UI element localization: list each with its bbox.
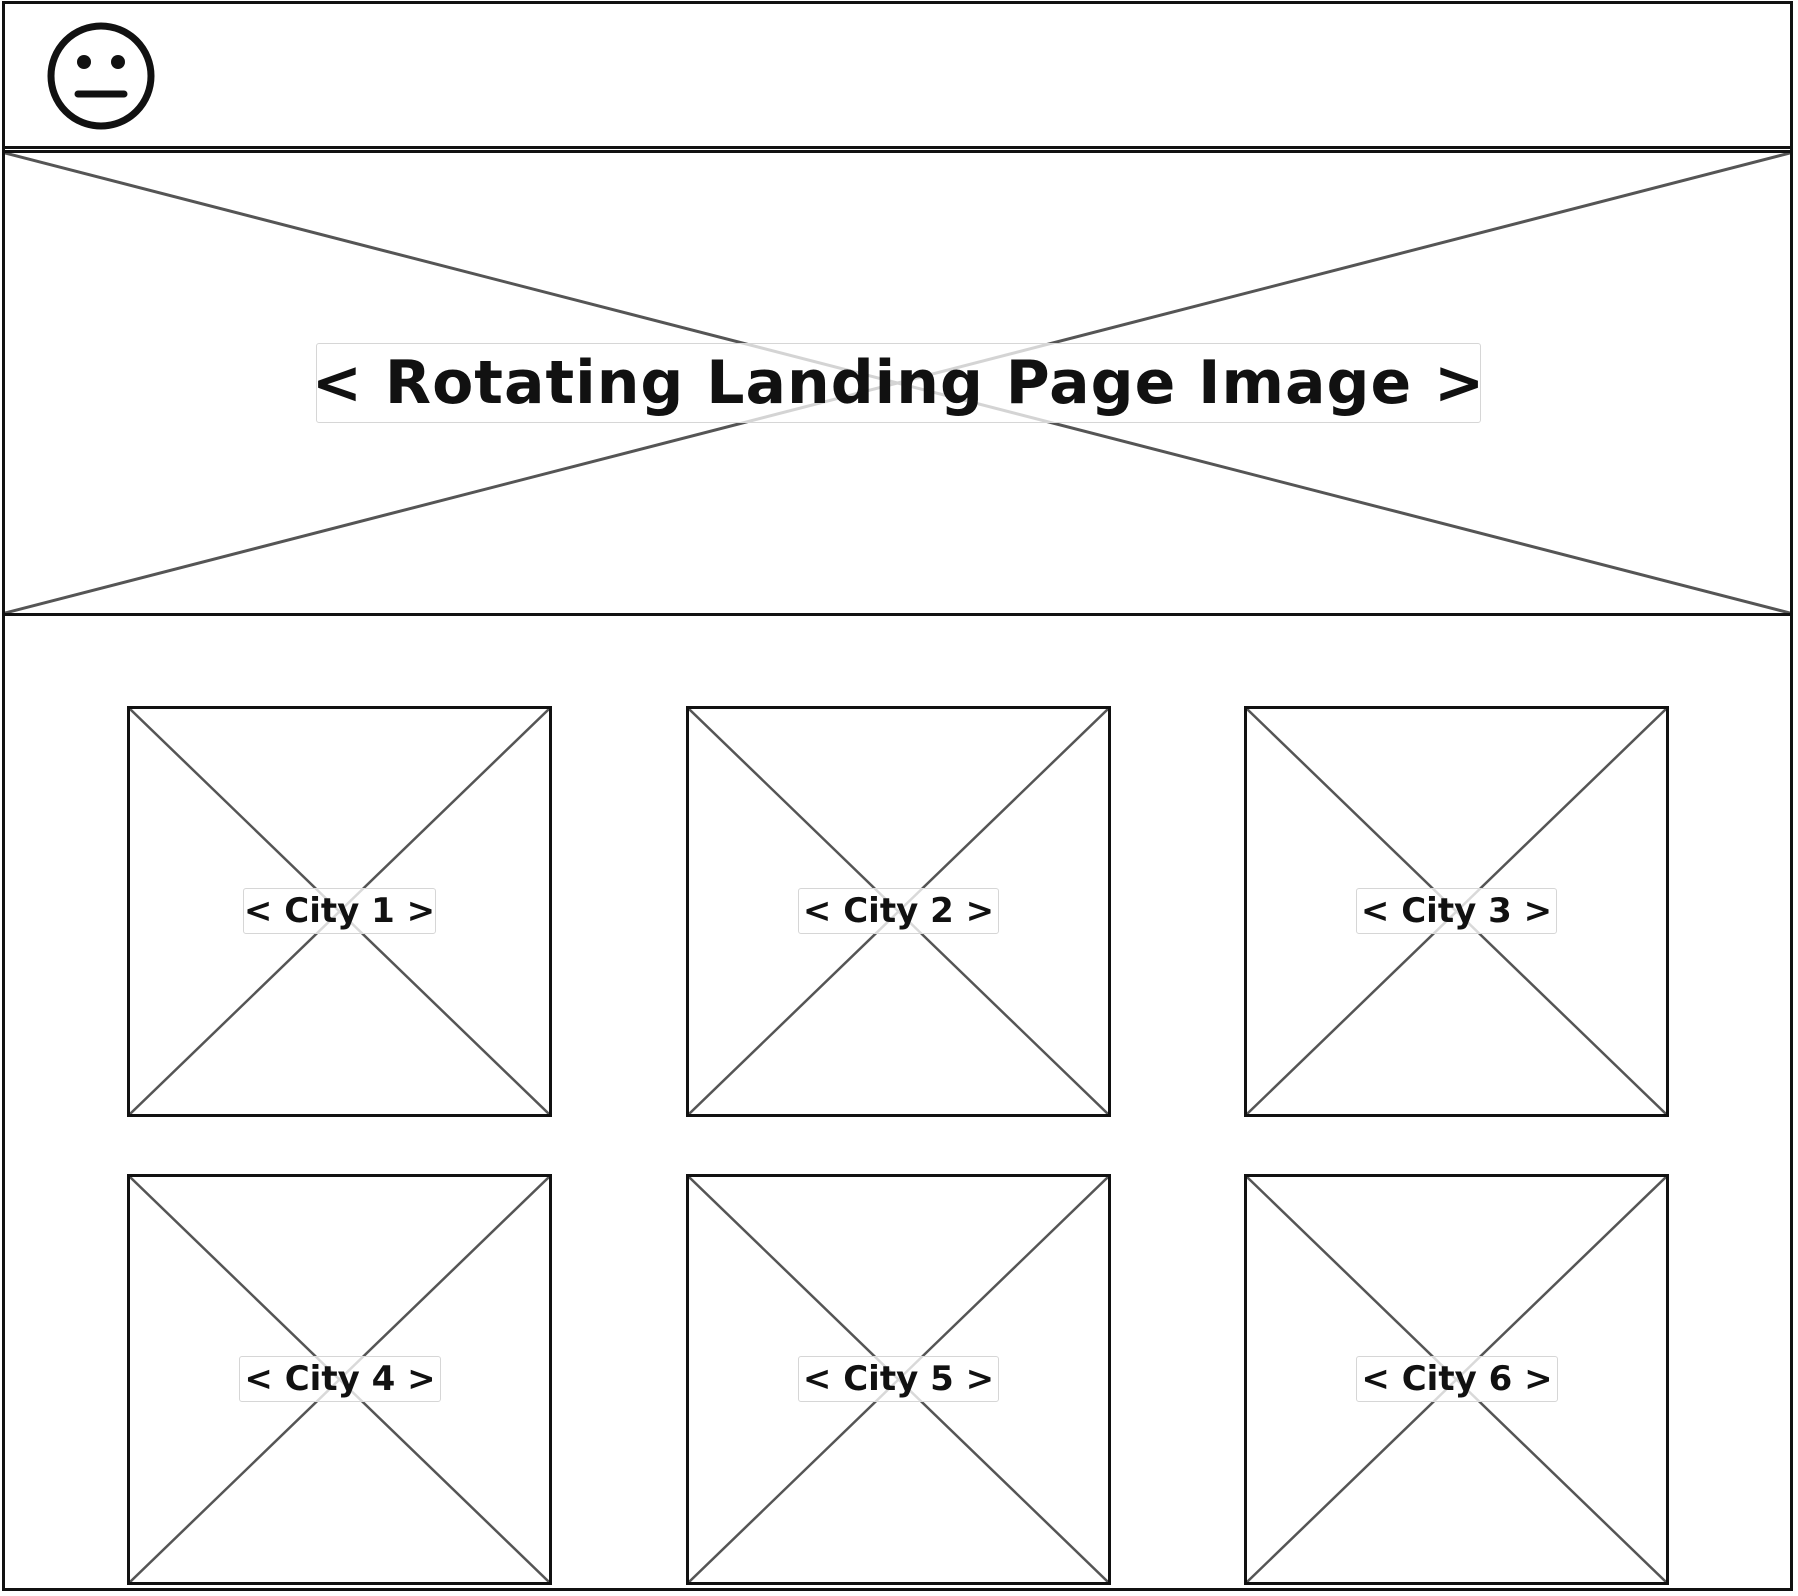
city-1-label: < City 1 > xyxy=(243,888,436,934)
city-2-label: < City 2 > xyxy=(798,888,999,934)
city-tile-3[interactable] xyxy=(1244,706,1669,1117)
neutral-face-icon[interactable] xyxy=(45,20,157,132)
city-6-label: < City 6 > xyxy=(1356,1356,1558,1402)
city-4-label: < City 4 > xyxy=(239,1356,441,1402)
hero-label: < Rotating Landing Page Image > xyxy=(312,343,1484,423)
header-bar xyxy=(2,1,1793,149)
city-5-label: < City 5 > xyxy=(798,1356,999,1402)
city-tile-5[interactable] xyxy=(686,1174,1111,1585)
city-3-label: < City 3 > xyxy=(1356,888,1557,934)
